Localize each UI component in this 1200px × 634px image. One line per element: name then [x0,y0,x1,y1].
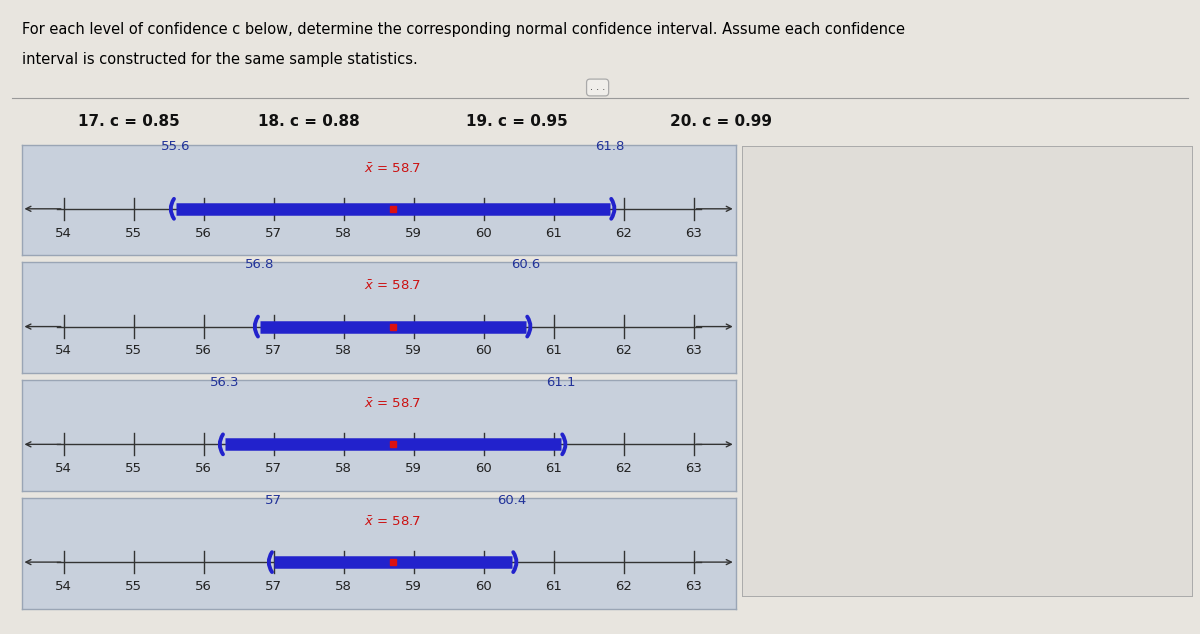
Text: 56: 56 [196,226,212,240]
Text: interval is constructed for the same sample statistics.: interval is constructed for the same sam… [22,52,418,67]
Text: 17. c = 0.85: 17. c = 0.85 [78,114,180,129]
Text: 56: 56 [196,580,212,593]
Text: $\bar{x}$ = 58.7: $\bar{x}$ = 58.7 [364,398,421,411]
Text: 58: 58 [335,462,352,475]
Text: 19. c = 0.95: 19. c = 0.95 [466,114,568,129]
Text: 59: 59 [406,344,422,358]
Text: 61: 61 [545,344,562,358]
Text: 57: 57 [265,580,282,593]
Text: 56.3: 56.3 [210,376,239,389]
Text: 62: 62 [616,580,632,593]
Text: 63: 63 [685,344,702,358]
Text: For each level of confidence c below, determine the corresponding normal confide: For each level of confidence c below, de… [22,22,905,37]
Text: 55: 55 [125,226,142,240]
Text: 63: 63 [685,580,702,593]
Text: 58: 58 [335,344,352,358]
Text: 55: 55 [125,462,142,475]
Text: 57: 57 [265,344,282,358]
Text: 57: 57 [265,462,282,475]
Text: 59: 59 [406,226,422,240]
Text: 63: 63 [685,462,702,475]
Text: 54: 54 [55,580,72,593]
Text: 54: 54 [55,462,72,475]
Text: 61.1: 61.1 [546,376,575,389]
Text: 58: 58 [335,226,352,240]
Text: 56: 56 [196,344,212,358]
Text: 57: 57 [265,494,282,507]
Text: 57: 57 [265,226,282,240]
Text: 59: 59 [406,462,422,475]
Text: 62: 62 [616,462,632,475]
Text: $\bar{x}$ = 58.7: $\bar{x}$ = 58.7 [364,162,421,176]
Text: 61.8: 61.8 [595,140,624,153]
Text: $\bar{x}$ = 58.7: $\bar{x}$ = 58.7 [364,280,421,294]
Text: 62: 62 [616,226,632,240]
Text: 18. c = 0.88: 18. c = 0.88 [258,114,360,129]
Text: 54: 54 [55,226,72,240]
Text: 60.4: 60.4 [497,494,527,507]
Text: 60: 60 [475,226,492,240]
Text: 56: 56 [196,462,212,475]
Text: 55.6: 55.6 [161,140,191,153]
Text: 56.8: 56.8 [245,258,275,271]
Text: 20. c = 0.99: 20. c = 0.99 [670,114,772,129]
Text: 55: 55 [125,580,142,593]
Text: 61: 61 [545,226,562,240]
Text: 59: 59 [406,580,422,593]
Text: 61: 61 [545,462,562,475]
Text: 60: 60 [475,462,492,475]
Text: 60: 60 [475,580,492,593]
Text: 58: 58 [335,580,352,593]
Text: 63: 63 [685,226,702,240]
Text: 55: 55 [125,344,142,358]
Text: 60: 60 [475,344,492,358]
Text: 62: 62 [616,344,632,358]
Text: 54: 54 [55,344,72,358]
Text: 61: 61 [545,580,562,593]
Text: 60.6: 60.6 [511,258,540,271]
Text: . . .: . . . [590,82,605,93]
Text: $\bar{x}$ = 58.7: $\bar{x}$ = 58.7 [364,515,421,529]
